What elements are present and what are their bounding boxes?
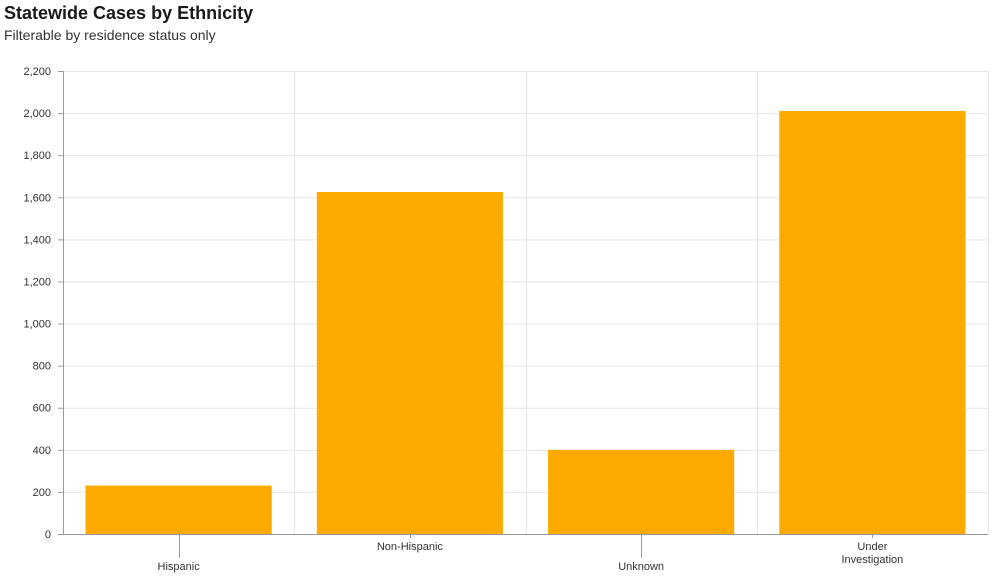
y-tick-label: 200	[33, 487, 51, 499]
chart-subtitle: Filterable by residence status only	[4, 27, 216, 43]
y-tick-label: 400	[33, 445, 51, 457]
y-tick-label: 0	[45, 529, 51, 541]
x-tick-label: Hispanic	[158, 561, 201, 573]
y-tick-label: 2,200	[23, 66, 51, 78]
y-tick-label: 1,400	[23, 234, 51, 246]
x-tick-label: Unknown	[618, 561, 664, 573]
y-tick-label: 1,000	[23, 319, 51, 331]
y-tick-label: 1,200	[23, 276, 51, 288]
bar-3	[779, 110, 966, 535]
chart-title: Statewide Cases by Ethnicity	[4, 3, 254, 23]
x-tick-label: Investigation	[841, 554, 903, 566]
y-tick-label: 1,600	[23, 192, 51, 204]
bars	[85, 110, 966, 535]
bar-1	[316, 192, 503, 535]
bar-2	[548, 449, 735, 534]
y-tick-label: 800	[33, 361, 51, 373]
bar-0	[85, 485, 272, 534]
y-tick-label: 2,000	[23, 108, 51, 120]
y-tick-label: 600	[33, 403, 51, 415]
y-tick-label: 1,800	[23, 150, 51, 162]
x-tick-label: Non-Hispanic	[377, 541, 444, 553]
axis-labels: 0 200 400 600 800 1,000 1,200 1,400 1,600 1,800 2,…	[23, 66, 903, 573]
axes	[58, 71, 988, 558]
x-tick-label: Under	[857, 541, 887, 553]
